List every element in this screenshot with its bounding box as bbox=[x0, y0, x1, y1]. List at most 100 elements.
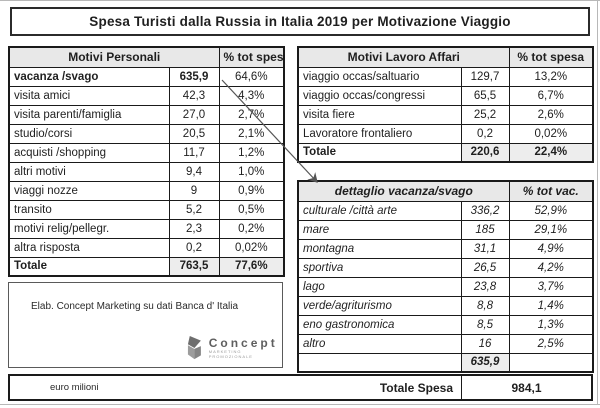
cell-label: verde/agriturismo bbox=[297, 295, 462, 316]
cell-value: 31,1 bbox=[460, 238, 510, 259]
cell-label: culturale /città arte bbox=[297, 200, 462, 221]
table-row: studio/corsi 20,5 2,1% bbox=[8, 123, 285, 144]
cell-label: altro bbox=[297, 333, 462, 354]
total-value: 763,5 bbox=[168, 256, 220, 277]
table-row: altri motivi 9,4 1,0% bbox=[8, 161, 285, 182]
total-value: 220,6 bbox=[460, 142, 510, 163]
cell-label: montagna bbox=[297, 238, 462, 259]
cell-value: 0,2 bbox=[460, 123, 510, 144]
business-pct-header: % tot spesa bbox=[508, 46, 594, 68]
cell-pct: 0,2% bbox=[218, 218, 285, 239]
cell-value: 5,2 bbox=[168, 199, 220, 220]
detail-footer-row: 635,9 bbox=[297, 352, 594, 373]
cell-label: lago bbox=[297, 276, 462, 297]
personal-pct-header: % tot spesa bbox=[218, 46, 285, 68]
cell-label: viaggio occas/saltuario bbox=[297, 66, 462, 87]
cell-label: sportiva bbox=[297, 257, 462, 278]
cell-pct: 1,0% bbox=[218, 161, 285, 182]
table-row: altra risposta 0,2 0,02% bbox=[8, 237, 285, 258]
table-row: motivi relig/pellegr. 2,3 0,2% bbox=[8, 218, 285, 239]
cell-value: 27,0 bbox=[168, 104, 220, 125]
total-label: Totale bbox=[297, 142, 462, 163]
detail-table-header: dettaglio vacanza/svago bbox=[297, 180, 510, 202]
table-row: culturale /città arte 336,2 52,9% bbox=[297, 200, 594, 221]
cell-value: 16 bbox=[460, 333, 510, 354]
cell-value: 25,2 bbox=[460, 104, 510, 125]
source-note: Elab. Concept Marketing su dati Banca d'… bbox=[31, 301, 239, 312]
cell-label: visita amici bbox=[8, 85, 170, 106]
table-row: eno gastronomica 8,5 1,3% bbox=[297, 314, 594, 335]
cell-label: viaggi nozze bbox=[8, 180, 170, 201]
cell-label: eno gastronomica bbox=[297, 314, 462, 335]
table-row: viaggi nozze 9 0,9% bbox=[8, 180, 285, 201]
cell-label: transito bbox=[8, 199, 170, 220]
cell-value: 23,8 bbox=[460, 276, 510, 297]
footer-empty-cell bbox=[508, 352, 594, 373]
cell-value: 8,8 bbox=[460, 295, 510, 316]
page-right-line bbox=[597, 0, 598, 405]
cell-pct: 29,1% bbox=[508, 219, 594, 240]
logo-wordmark: Concept bbox=[208, 335, 278, 350]
source-note-box: Elab. Concept Marketing su dati Banca d'… bbox=[8, 282, 283, 368]
cell-pct: 4,3% bbox=[218, 85, 285, 106]
detail-pct-header: % tot vac. bbox=[508, 180, 594, 202]
unit-note: euro milioni bbox=[50, 382, 99, 393]
page-bottom-line bbox=[0, 404, 600, 405]
vacation-detail-table: dettaglio vacanza/svago % tot vac. cultu… bbox=[297, 180, 595, 373]
cell-pct: 52,9% bbox=[508, 200, 594, 221]
table-row: viaggio occas/congressi 65,5 6,7% bbox=[297, 85, 594, 106]
detail-footer-value: 635,9 bbox=[460, 352, 510, 373]
cell-pct: 0,9% bbox=[218, 180, 285, 201]
total-label: Totale bbox=[8, 256, 170, 277]
cell-pct: 3,7% bbox=[508, 276, 594, 297]
cell-pct: 1,4% bbox=[508, 295, 594, 316]
cell-label: acquisti /shopping bbox=[8, 142, 170, 163]
cell-pct: 13,2% bbox=[508, 66, 594, 87]
cell-value: 9 bbox=[168, 180, 220, 201]
table-row: visita amici 42,3 4,3% bbox=[8, 85, 285, 106]
cell-pct: 0,02% bbox=[218, 237, 285, 258]
cell-value: 8,5 bbox=[460, 314, 510, 335]
personal-table-header: Motivi Personali bbox=[8, 46, 220, 68]
cell-value: 11,7 bbox=[168, 142, 220, 163]
cell-value: 65,5 bbox=[460, 85, 510, 106]
table-row: transito 5,2 0,5% bbox=[8, 199, 285, 220]
total-pct: 77,6% bbox=[218, 256, 285, 277]
cell-pct: 6,7% bbox=[508, 85, 594, 106]
table-row: viaggio occas/saltuario 129,7 13,2% bbox=[297, 66, 594, 87]
cell-label: visita parenti/famiglia bbox=[8, 104, 170, 125]
cell-pct: 4,9% bbox=[508, 238, 594, 259]
cell-label: altra risposta bbox=[8, 237, 170, 258]
concept-logo: Concept MARKETING PROMOZIONALE bbox=[187, 335, 282, 361]
cell-value: 9,4 bbox=[168, 161, 220, 182]
cell-value: 42,3 bbox=[168, 85, 220, 106]
grand-total-value: 984,1 bbox=[461, 376, 591, 399]
footer-empty-cell bbox=[297, 352, 462, 373]
cell-pct: 2,1% bbox=[218, 123, 285, 144]
table-row: acquisti /shopping 11,7 1,2% bbox=[8, 142, 285, 163]
table-row: Lavoratore frontaliero 0,2 0,02% bbox=[297, 123, 594, 144]
personal-motives-table: Motivi Personali % tot spesa vacanza /sv… bbox=[8, 46, 285, 277]
table-row: montagna 31,1 4,9% bbox=[297, 238, 594, 259]
table-row: sportiva 26,5 4,2% bbox=[297, 257, 594, 278]
cell-label: visita fiere bbox=[297, 104, 462, 125]
cell-pct: 1,3% bbox=[508, 314, 594, 335]
table-row: mare 185 29,1% bbox=[297, 219, 594, 240]
cell-pct: 0,5% bbox=[218, 199, 285, 220]
cell-value: 185 bbox=[460, 219, 510, 240]
report-title-box: Spesa Turisti dalla Russia in Italia 201… bbox=[10, 7, 590, 36]
table-row: altro 16 2,5% bbox=[297, 333, 594, 354]
cell-label: studio/corsi bbox=[8, 123, 170, 144]
concept-logo-icon bbox=[187, 335, 201, 360]
business-table-header: Motivi Lavoro Affari bbox=[297, 46, 510, 68]
page-title: Spesa Turisti dalla Russia in Italia 201… bbox=[89, 14, 511, 29]
cell-pct: 2,5% bbox=[508, 333, 594, 354]
table-row: vacanza /svago 635,9 64,6% bbox=[8, 66, 285, 87]
table-header-row: Motivi Lavoro Affari % tot spesa bbox=[297, 46, 594, 68]
table-row: visita parenti/famiglia 27,0 2,7% bbox=[8, 104, 285, 125]
cell-value: 336,2 bbox=[460, 200, 510, 221]
cell-value: 635,9 bbox=[168, 66, 220, 87]
logo-subtext: MARKETING PROMOZIONALE bbox=[208, 348, 253, 359]
total-pct: 22,4% bbox=[508, 142, 594, 163]
cell-label: Lavoratore frontaliero bbox=[297, 123, 462, 144]
